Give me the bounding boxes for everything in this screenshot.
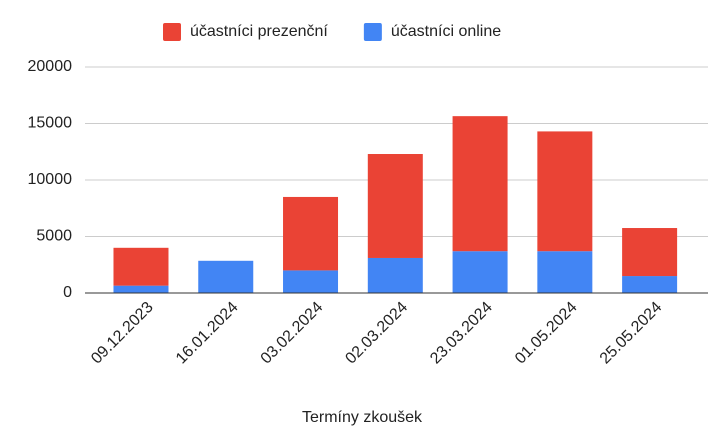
y-tick-label: 20000 bbox=[28, 58, 73, 75]
bar-segment bbox=[452, 251, 508, 293]
x-axis-title: Termíny zkoušek bbox=[302, 409, 423, 426]
bar-segment bbox=[113, 247, 169, 286]
y-tick-label: 5000 bbox=[36, 228, 72, 245]
bar-segment bbox=[198, 260, 254, 293]
x-tick-label: 25.05.2024 bbox=[597, 299, 666, 368]
legend-swatch bbox=[363, 23, 382, 41]
x-tick-label: 16.01.2024 bbox=[173, 299, 242, 368]
x-tick-label: 23.03.2024 bbox=[427, 299, 496, 368]
y-tick-label: 0 bbox=[63, 284, 72, 301]
bar-segment bbox=[367, 154, 423, 258]
bar-segment bbox=[537, 131, 593, 252]
x-tick-label: 09.12.2023 bbox=[88, 299, 157, 368]
bar-segment bbox=[537, 251, 593, 293]
x-tick-label: 03.02.2024 bbox=[258, 299, 327, 368]
legend-label: účastníci prezenční bbox=[190, 23, 328, 40]
legend-label: účastníci online bbox=[391, 23, 501, 40]
bar-segment bbox=[283, 270, 339, 293]
bar-segment bbox=[283, 196, 339, 271]
bar-segment bbox=[622, 276, 678, 293]
x-tick-label: 01.05.2024 bbox=[512, 299, 581, 368]
bar-segment bbox=[113, 285, 169, 293]
legend-swatch bbox=[163, 23, 181, 41]
bar-segment bbox=[367, 257, 423, 293]
x-tick-label: 02.03.2024 bbox=[342, 299, 411, 368]
y-tick-label: 10000 bbox=[28, 171, 73, 188]
y-tick-label: 15000 bbox=[28, 115, 73, 132]
bar-segment bbox=[452, 116, 508, 252]
bar-segment bbox=[622, 228, 678, 277]
